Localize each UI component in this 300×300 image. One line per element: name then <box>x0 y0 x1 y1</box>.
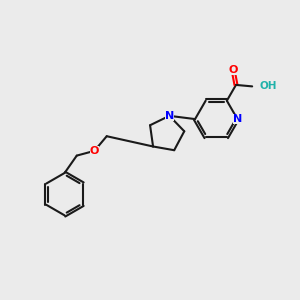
Text: N: N <box>165 111 174 121</box>
Text: OH: OH <box>260 81 277 92</box>
Text: N: N <box>233 114 242 124</box>
Text: O: O <box>228 64 238 75</box>
Text: O: O <box>90 146 99 156</box>
